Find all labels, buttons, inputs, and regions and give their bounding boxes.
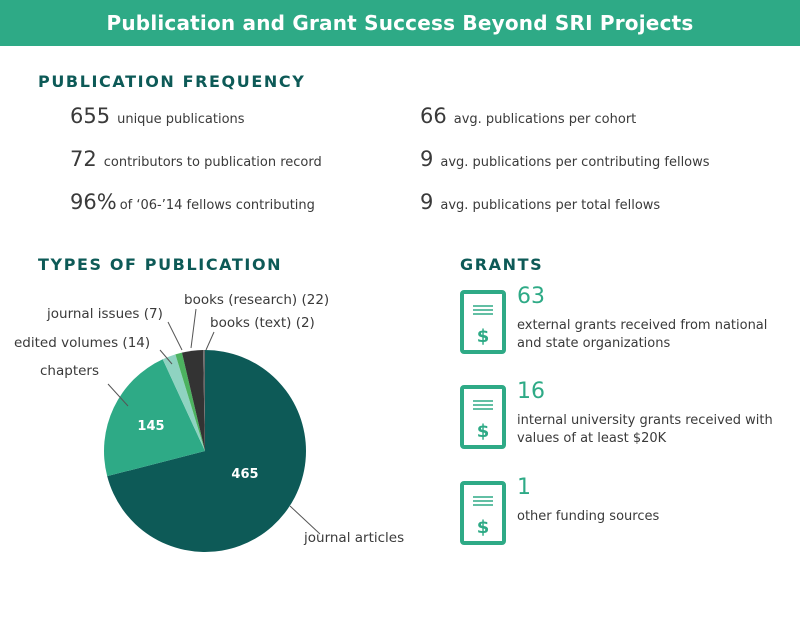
dollar-document-icon: $ (460, 290, 506, 354)
stat-number: 66 (420, 104, 447, 128)
pie-leader-line (159, 349, 173, 365)
pie-leader-line (205, 331, 215, 351)
publication-frequency-heading: PUBLICATION FREQUENCY (38, 72, 306, 91)
pie-leader-line (190, 308, 197, 349)
stat-number: 9 (420, 147, 434, 171)
pie-slice-value-label: 465 (231, 467, 258, 482)
pie-slice-label: chapters (40, 363, 99, 379)
grant-description: other funding sources (517, 509, 660, 524)
stat-unique-publications: 655 unique publications (70, 104, 245, 128)
stat-number: 655 (70, 104, 111, 128)
pie-slice-books-text (203, 350, 205, 451)
pie-slice-label: books (text) (2) (210, 315, 315, 331)
pie-slice-value-label: 145 (137, 419, 164, 434)
pie-slice-chapters (103, 359, 205, 477)
pie-slice-label: journal issues (7) (46, 306, 163, 322)
pie-slice-label: books (research) (22) (184, 292, 329, 308)
grant-number: 63 (517, 284, 545, 309)
page-title: Publication and Grant Success Beyond SRI… (0, 0, 800, 46)
stat-avg-per-total-fellow: 9 avg. publications per total fellows (420, 190, 660, 214)
stat-avg-per-cohort: 66 avg. publications per cohort (420, 104, 636, 128)
pie-leader-line (167, 321, 183, 351)
grant-number: 1 (517, 475, 531, 500)
stat-fellows-contributing: 96% of ‘06-’14 fellows contributing (70, 190, 315, 214)
stat-label: of ‘06-’14 fellows contributing (119, 198, 315, 213)
grant-number: 16 (517, 379, 545, 404)
stat-contributors: 72 contributors to publication record (70, 147, 322, 171)
dollar-symbol: $ (477, 326, 490, 347)
dollar-symbol: $ (477, 421, 490, 442)
stat-label: contributors to publication record (103, 155, 322, 170)
dollar-document-icon: $ (460, 385, 506, 449)
pie-slice-label: edited volumes (14) (14, 335, 150, 351)
pie-leader-line (107, 383, 129, 407)
stat-number: 9 (420, 190, 434, 214)
stat-number: 72 (70, 147, 97, 171)
stat-label: avg. publications per contributing fello… (440, 155, 710, 170)
pie-slice-label: journal articles (303, 530, 404, 546)
stat-label: unique publications (117, 112, 245, 127)
pie-slice-journal-articles (107, 350, 306, 552)
grants-heading: GRANTS (460, 255, 544, 274)
pie-slice-edited-volumes (162, 354, 205, 451)
stat-avg-per-contributing-fellow: 9 avg. publications per contributing fel… (420, 147, 710, 171)
stat-label: avg. publications per cohort (453, 112, 637, 127)
publication-types-pie-chart: journal articles 465 chapters 145 edited vol… (14, 292, 404, 552)
pie-leader-line (289, 505, 321, 535)
pie-slice-journal-issues (175, 352, 205, 451)
dollar-symbol: $ (477, 517, 490, 538)
stat-number: 96% (70, 190, 117, 214)
stat-label: avg. publications per total fellows (440, 198, 661, 213)
types-of-publication-heading: TYPES OF PUBLICATION (38, 255, 283, 274)
pie-slice-books-research (181, 350, 205, 451)
grant-description: internal university grants received with… (517, 413, 773, 446)
grant-description: external grants received from national a… (517, 318, 768, 351)
dollar-document-icon: $ (460, 481, 506, 545)
